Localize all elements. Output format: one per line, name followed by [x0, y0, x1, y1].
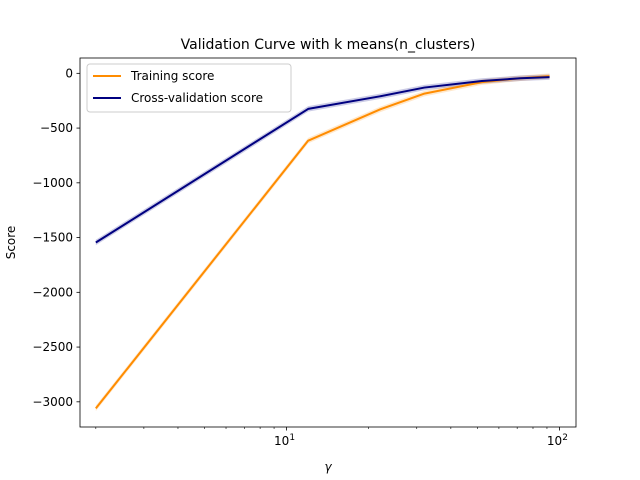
- x-tick-exponent: 2: [562, 433, 568, 443]
- plot-frame: [79, 57, 577, 428]
- y-tick-label: −3000: [32, 395, 73, 409]
- y-tick-label: −1000: [32, 176, 73, 190]
- x-tick-exponent: 1: [289, 433, 295, 443]
- x-axis-label: γ: [324, 460, 332, 474]
- x-tick-label: 101: [274, 433, 295, 448]
- x-tick-base: 10: [274, 434, 289, 448]
- y-tick-label: −2000: [32, 285, 73, 299]
- x-tick-label: 102: [547, 433, 568, 448]
- score-band: [95, 74, 550, 246]
- legend-label: Cross-validation score: [131, 91, 263, 105]
- legend: Training score Cross-validation score: [86, 63, 292, 113]
- y-tick-label: 0: [65, 66, 73, 80]
- score-lines: [95, 75, 550, 410]
- chart-title: Validation Curve with k means(n_clusters…: [181, 37, 476, 53]
- legend-label: Training score: [130, 69, 214, 83]
- score-bands: [95, 73, 550, 412]
- y-axis-label: Score: [4, 226, 18, 260]
- y-tick-label: −500: [40, 121, 73, 135]
- y-axis-ticks: 0 −500 −1000 −1500 −2000 −2500 −3000: [32, 66, 80, 409]
- y-tick-label: −1500: [32, 231, 73, 245]
- score-line: [95, 76, 550, 244]
- x-tick-base: 10: [547, 434, 562, 448]
- y-tick-label: −2500: [32, 340, 73, 354]
- legend-box: [86, 63, 292, 113]
